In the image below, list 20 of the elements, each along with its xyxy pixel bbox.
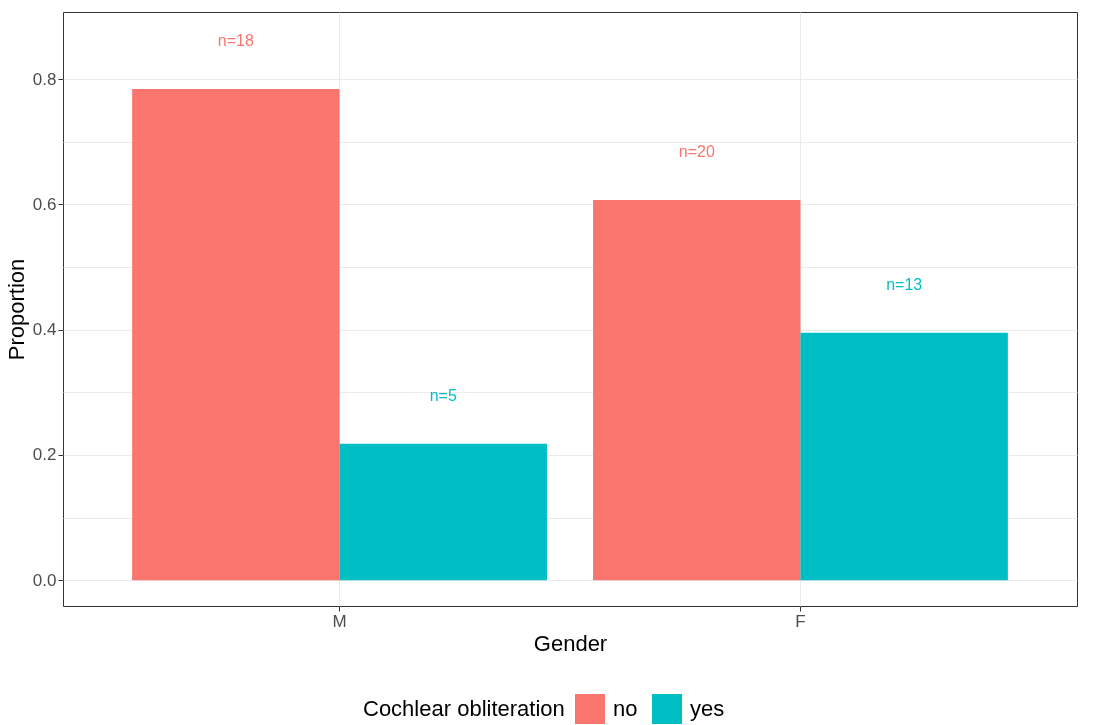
x-tick-label: M — [332, 611, 347, 631]
y-tick-label: 0.8 — [32, 69, 57, 89]
annotation: n=18 — [217, 32, 254, 50]
bar — [339, 443, 547, 581]
y-tick-label: 0.4 — [32, 320, 57, 340]
x-tick-label: F — [795, 611, 806, 631]
y-tick-label: 0.2 — [32, 445, 57, 465]
annotation: n=13 — [886, 275, 923, 293]
bar — [593, 199, 801, 581]
y-tick-label: 0.0 — [32, 570, 57, 590]
y-tick-label: 0.6 — [32, 194, 57, 214]
y-axis-title: Proportion — [3, 258, 29, 361]
legend-title: Cochlear obliteration — [363, 696, 565, 721]
x-axis-title: Gender — [533, 630, 608, 656]
legend-label: no — [613, 696, 638, 721]
annotation: n=20 — [678, 142, 715, 160]
bar — [800, 332, 1008, 581]
legend-label: yes — [690, 696, 725, 721]
annotation: n=5 — [429, 386, 457, 404]
bar — [132, 89, 340, 581]
